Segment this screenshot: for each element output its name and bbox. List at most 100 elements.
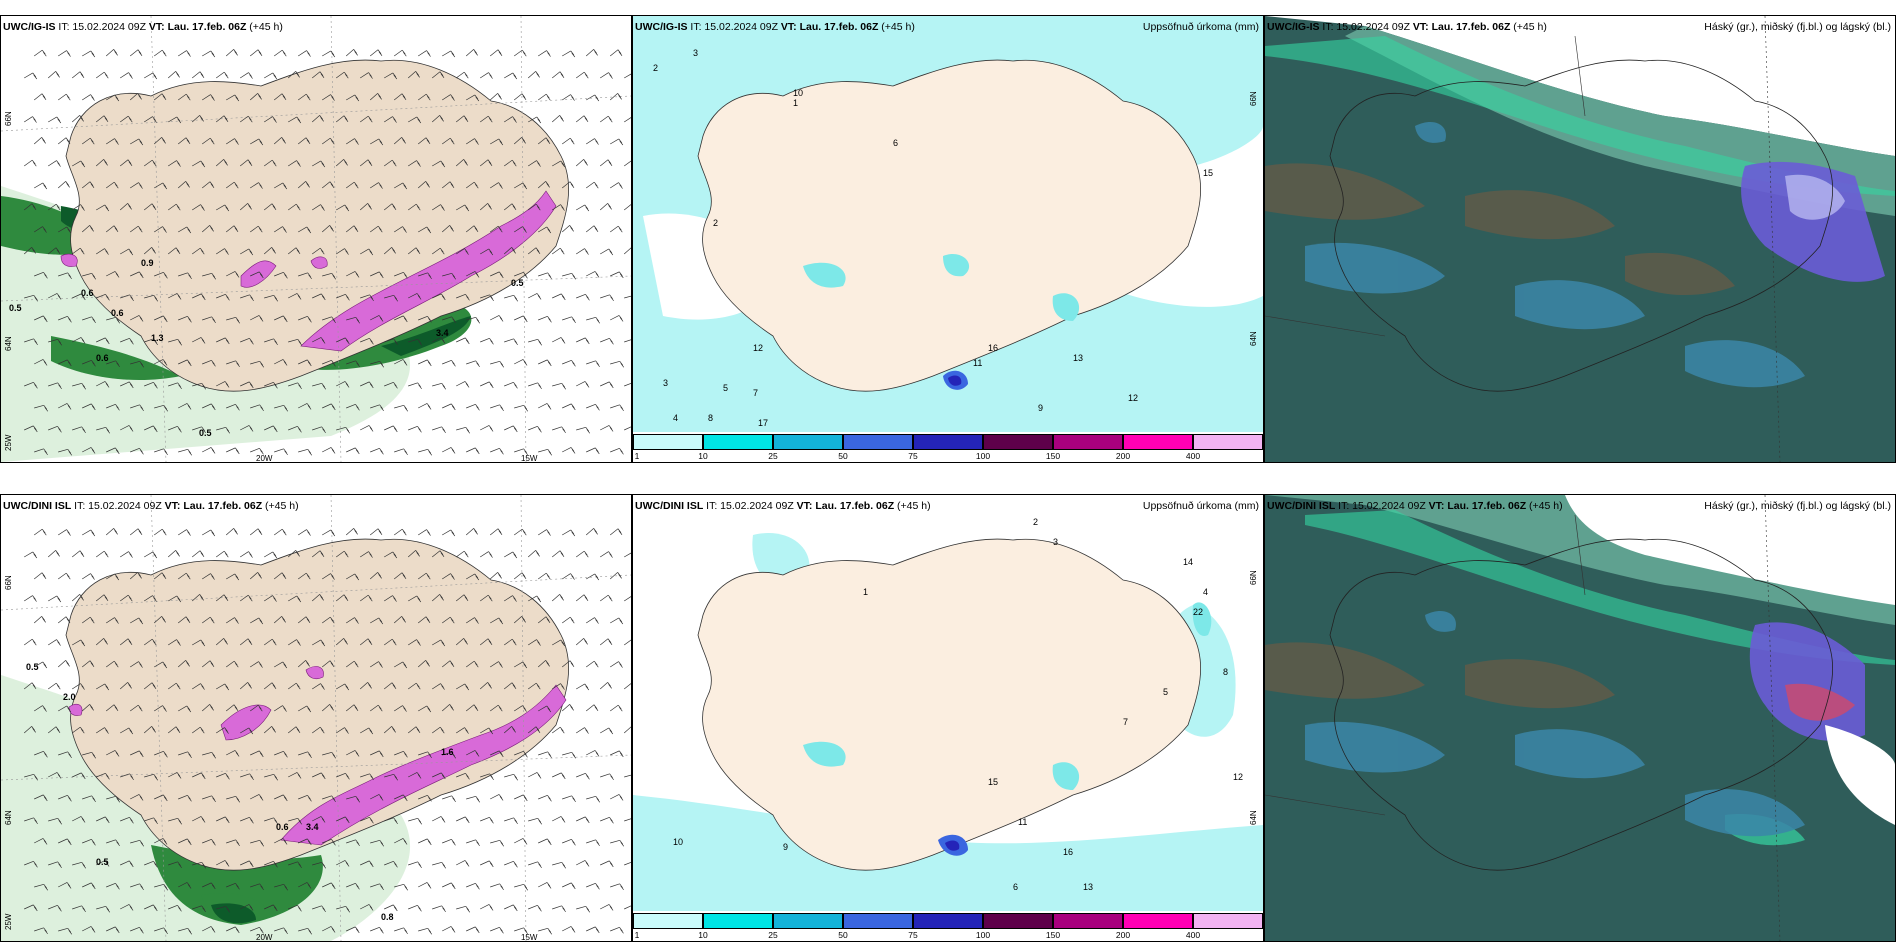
wind-barb [431, 204, 445, 211]
wind-barb [33, 705, 47, 712]
wind-barb [240, 904, 254, 911]
wind-barb [58, 838, 72, 846]
colorbar-swatch [1053, 434, 1123, 450]
wind-barb [513, 616, 526, 624]
colorbar-tick-label: 100 [975, 451, 991, 461]
wind-barb [538, 316, 552, 323]
wind-barb [552, 426, 566, 434]
wind-barb [216, 204, 230, 212]
wind-barb [24, 294, 39, 302]
wind-barb [586, 316, 601, 324]
wind-barb [34, 661, 48, 669]
wind-barb [393, 705, 407, 712]
wind-barb [120, 425, 134, 432]
wind-barb [143, 159, 157, 167]
wind-barb [239, 551, 253, 558]
wind-barb [250, 315, 264, 322]
wind-barb [418, 403, 432, 410]
wind-barb [527, 550, 540, 558]
colorbar-tick-label: 150 [1045, 451, 1061, 461]
wind-barb [82, 882, 96, 890]
wind-barb [154, 883, 169, 891]
wind-barb [456, 905, 471, 913]
wind-barb [263, 595, 277, 602]
wind-barb [201, 137, 215, 145]
wind-barb [95, 159, 108, 167]
wind-barb [298, 751, 312, 759]
wind-barb [528, 905, 542, 912]
wind-barb [441, 573, 455, 580]
wind-barb [455, 638, 468, 646]
wind-barb [538, 838, 552, 846]
wind-barb [264, 294, 279, 302]
wind-barb [321, 660, 335, 668]
wind-barb [442, 529, 456, 537]
lat-label: 66N [4, 111, 13, 126]
wind-barb [383, 682, 397, 690]
wind-barb [489, 49, 503, 57]
svg-text:0.5: 0.5 [511, 278, 524, 288]
wind-barb [610, 839, 625, 847]
wind-barb [369, 225, 383, 233]
colorbar-swatch [983, 434, 1053, 450]
colorbar-tick-label: 100 [975, 930, 991, 940]
wind-barb [538, 359, 552, 367]
wind-barb [552, 816, 566, 823]
svg-text:17: 17 [758, 418, 768, 428]
wind-barb [298, 359, 312, 367]
wind-barb [538, 927, 553, 935]
wind-barb [322, 795, 336, 803]
wind-barb [417, 137, 431, 145]
wind-barb [432, 861, 447, 869]
wind-barb [552, 772, 566, 780]
wind-barb [359, 203, 372, 211]
svg-text:5: 5 [723, 383, 728, 393]
wind-barb [610, 404, 624, 412]
wind-barb [57, 181, 70, 189]
wind-barb [250, 448, 264, 455]
wind-barb [240, 817, 254, 824]
wind-barb [479, 72, 493, 79]
wind-barb [623, 204, 631, 211]
wind-barb [528, 116, 542, 124]
wind-barb [455, 248, 469, 255]
wind-barb [610, 315, 624, 322]
wind-barb [504, 72, 518, 80]
wind-barb [489, 182, 503, 189]
precip-colorbar: 1 10 25 50 75 100 150 200 400 [633, 911, 1263, 941]
wind-barb [129, 528, 143, 536]
wind-barb [129, 572, 142, 580]
lon-label: 25W [4, 434, 13, 451]
wind-barb [105, 660, 119, 668]
wind-barb [297, 616, 311, 624]
svg-text:3: 3 [693, 48, 698, 58]
wind-barb [72, 293, 86, 301]
wind-barb [202, 926, 216, 933]
lead-time: (+45 h) [1529, 500, 1563, 512]
wind-barb [528, 861, 542, 869]
wind-barb [346, 926, 360, 934]
wind-barb [120, 773, 134, 781]
wind-barb [551, 550, 565, 558]
wind-barb [225, 660, 239, 668]
wind-barb [34, 315, 48, 323]
wind-barb [120, 817, 134, 824]
wind-barb [456, 816, 470, 824]
wind-barb [225, 617, 239, 624]
wind-barb [504, 861, 518, 868]
wind-barb [360, 904, 374, 911]
wind-barb [359, 551, 373, 558]
model-name: UWC/DINI ISL [1267, 500, 1336, 512]
precip-colorbar: 1 10 25 50 75 100 150 200 400 [633, 432, 1263, 462]
wind-barb [96, 683, 110, 691]
wind-barb [489, 704, 503, 712]
wind-barb [106, 404, 120, 411]
wind-barb [178, 226, 192, 234]
wind-barb [106, 839, 120, 847]
wind-barb [576, 860, 590, 867]
wind-barb [129, 225, 143, 233]
wind-barb [249, 93, 262, 101]
svg-text:6: 6 [1013, 882, 1018, 892]
wind-barb [72, 861, 87, 869]
wind-barb [215, 159, 228, 167]
